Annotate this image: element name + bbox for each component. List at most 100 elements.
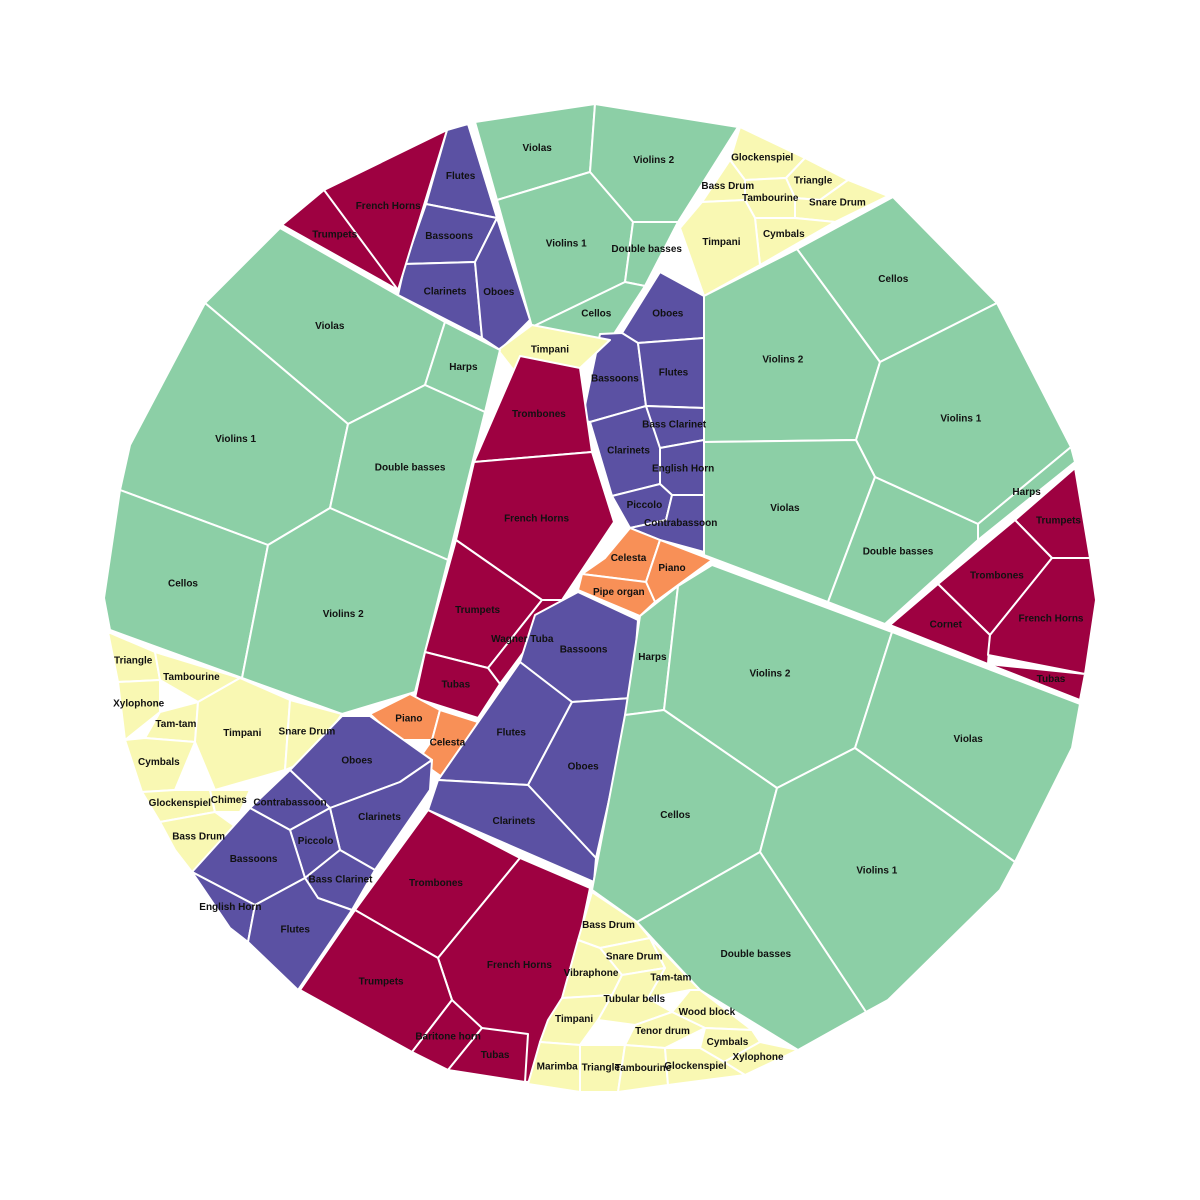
cell-label-trumpets: Trumpets xyxy=(1036,516,1081,527)
cell-label-clarinets: Clarinets xyxy=(493,816,536,827)
cell-label-flutes: Flutes xyxy=(446,171,476,182)
cell-label-bassoons: Bassoons xyxy=(425,231,473,242)
cell-label-french-horns: French Horns xyxy=(504,514,569,525)
cell-label-trumpets: Trumpets xyxy=(312,230,357,241)
cell-label-clarinets: Clarinets xyxy=(607,445,650,456)
cell-label-violins-1: Violins 1 xyxy=(215,434,256,445)
cell-label-tambourine: Tambourine xyxy=(163,672,220,683)
cell-label-bass-clarinet: Bass Clarinet xyxy=(642,419,707,430)
cell-label-double-basses: Double basses xyxy=(611,244,682,255)
cell-label-celesta: Celesta xyxy=(611,553,647,564)
cell-label-cellos: Cellos xyxy=(168,579,198,590)
cell-label-violins-1: Violins 1 xyxy=(546,239,587,250)
cell-label-bass-drum: Bass Drum xyxy=(582,920,635,931)
cell-label-trombones: Trombones xyxy=(970,571,1024,582)
cell-label-violins-1: Violins 1 xyxy=(856,866,897,877)
labels-layer: Violas Violins 2 Violins 1 Double basses Cel… xyxy=(113,143,1084,1074)
cell-label-french-horns: French Horns xyxy=(1018,613,1083,624)
cell-label-pipe-organ: Pipe organ xyxy=(593,587,645,598)
cell-label-clarinets: Clarinets xyxy=(424,287,467,298)
cell-clarinets xyxy=(427,779,597,883)
cell-label-violas: Violas xyxy=(315,321,345,332)
cell-label-cymbals: Cymbals xyxy=(138,757,180,768)
cell-label-french-horns: French Horns xyxy=(356,201,421,212)
cell-label-piccolo: Piccolo xyxy=(627,500,663,511)
cell-label-trombones: Trombones xyxy=(512,409,566,420)
cell-label-baritone-horn: Baritone horn xyxy=(415,1032,481,1043)
cell-label-timpani: Timpani xyxy=(223,728,261,739)
cell-label-bass-drum: Bass Drum xyxy=(701,181,754,192)
cell-label-marimba: Marimba xyxy=(537,1061,579,1072)
cell-label-tam-tam: Tam-tam xyxy=(650,973,691,984)
cell-label-timpani: Timpani xyxy=(531,344,569,355)
cell-label-violins-2: Violins 2 xyxy=(762,354,803,365)
cell-label-english-horn: English Horn xyxy=(652,463,714,474)
cell-label-bass-drum: Bass Drum xyxy=(172,831,225,842)
cell-label-violas: Violas xyxy=(770,503,800,514)
cell-label-snare-drum: Snare Drum xyxy=(809,198,866,209)
cell-label-xylophone: Xylophone xyxy=(113,698,165,709)
cell-timpani xyxy=(679,199,761,297)
cell-harps xyxy=(977,446,1076,541)
cell-label-bassoons: Bassoons xyxy=(560,644,608,655)
cell-label-oboes: Oboes xyxy=(483,287,515,298)
cell-tubas xyxy=(447,1027,529,1083)
cell-double-basses xyxy=(329,384,486,561)
cell-label-triangle: Triangle xyxy=(794,176,833,187)
cell-label-violins-2: Violins 2 xyxy=(750,669,791,680)
cell-label-french-horns: French Horns xyxy=(487,960,552,971)
cell-label-piano: Piano xyxy=(395,714,422,725)
cell-label-bassoons: Bassoons xyxy=(230,854,278,865)
cell-label-tambourine: Tambourine xyxy=(742,193,799,204)
cell-label-cymbals: Cymbals xyxy=(763,229,805,240)
cell-label-snare-drum: Snare Drum xyxy=(606,951,663,962)
cell-label-tubular-bells: Tubular bells xyxy=(604,994,666,1005)
cell-label-piano: Piano xyxy=(658,563,685,574)
cell-tubular-bells xyxy=(597,967,673,1026)
cell-french-horns xyxy=(987,557,1097,675)
cell-oboes xyxy=(474,217,531,351)
cell-label-wagner-tuba: Wagner Tuba xyxy=(491,634,554,645)
cell-label-tenor-drum: Tenor drum xyxy=(635,1026,690,1037)
cell-label-cornet: Cornet xyxy=(930,620,963,631)
cell-label-cymbals: Cymbals xyxy=(707,1037,749,1048)
cell-label-cellos: Cellos xyxy=(660,810,690,821)
cell-glockenspiel xyxy=(664,1047,746,1086)
cell-tenor-drum xyxy=(624,1011,706,1049)
cell-label-piccolo: Piccolo xyxy=(298,836,334,847)
cell-label-cellos: Cellos xyxy=(581,308,611,319)
cells-layer xyxy=(103,103,1097,1093)
cell-double-basses xyxy=(827,476,979,625)
cell-label-contrabassoon: Contrabassoon xyxy=(644,518,717,529)
cell-label-oboes: Oboes xyxy=(652,308,684,319)
cell-label-clarinets: Clarinets xyxy=(358,812,401,823)
cell-label-oboes: Oboes xyxy=(341,755,373,766)
cell-label-timpani: Timpani xyxy=(702,237,740,248)
cell-label-english-horn: English Horn xyxy=(199,902,261,913)
cell-label-snare-drum: Snare Drum xyxy=(279,726,336,737)
cell-violas xyxy=(854,631,1081,863)
cell-label-glockenspiel: Glockenspiel xyxy=(664,1061,726,1072)
cell-tubas xyxy=(414,651,501,719)
cell-trumpets xyxy=(299,909,453,1053)
cell-tubas xyxy=(987,663,1086,701)
cell-label-cellos: Cellos xyxy=(878,274,908,285)
cell-label-vibraphone: Vibraphone xyxy=(564,968,619,979)
cell-label-violins-2: Violins 2 xyxy=(633,155,674,166)
cell-label-flutes: Flutes xyxy=(280,925,310,936)
cell-label-oboes: Oboes xyxy=(568,761,600,772)
cell-label-double-basses: Double basses xyxy=(863,546,934,557)
cell-label-xylophone: Xylophone xyxy=(732,1052,784,1063)
cell-label-harps: Harps xyxy=(449,362,478,373)
cell-label-violas: Violas xyxy=(954,734,984,745)
cell-label-trumpets: Trumpets xyxy=(359,977,404,988)
cell-label-glockenspiel: Glockenspiel xyxy=(731,153,793,164)
cell-label-timpani: Timpani xyxy=(555,1014,593,1025)
cell-cymbals xyxy=(124,737,196,793)
cell-chimes xyxy=(209,789,251,813)
cell-trumpets xyxy=(281,189,399,291)
cell-label-violas: Violas xyxy=(523,143,553,154)
cell-label-flutes: Flutes xyxy=(659,368,689,379)
cell-label-tambourine: Tambourine xyxy=(615,1063,672,1074)
